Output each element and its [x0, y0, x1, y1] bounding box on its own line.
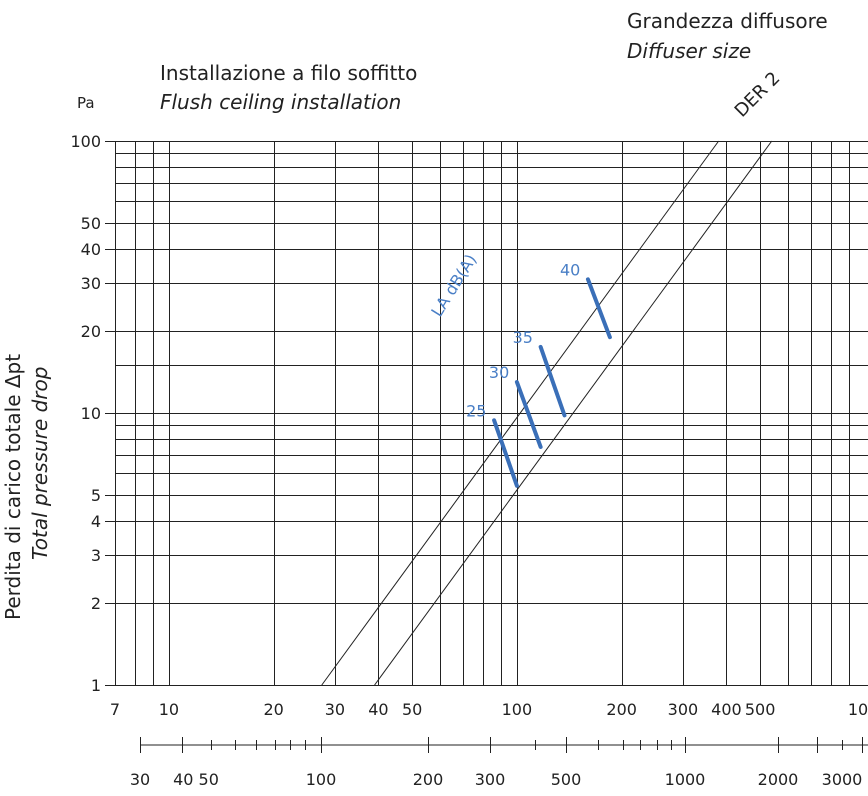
horizontal-gridlines: [105, 141, 868, 686]
y-tick-label: 4: [91, 512, 101, 531]
x-tick-label: 300: [668, 700, 699, 719]
y-tick-label: 50: [81, 214, 101, 233]
series-line-2: [374, 140, 773, 686]
y-tick-label: 3: [91, 546, 101, 565]
x-tick-label: 50: [402, 700, 422, 719]
y-tick-label: 2: [91, 594, 101, 613]
y-tick-label: 20: [81, 322, 101, 341]
secondary-axis-label: 1000: [665, 770, 706, 789]
size-label-italian: Grandezza diffusore: [627, 9, 828, 33]
y-axis-label-italian: Perdita di carico totale Δpt: [1, 354, 25, 620]
title-english: Flush ceiling installation: [160, 90, 401, 114]
x-tick-label: 10: [159, 700, 179, 719]
noise-line-30: [514, 380, 543, 449]
secondary-axis-label: 100: [306, 770, 337, 789]
secondary-axis-label: 300: [475, 770, 506, 789]
noise-line-40: [585, 277, 612, 340]
y-tick-label: 10: [81, 404, 101, 423]
x-tick-label: 7: [110, 700, 120, 719]
secondary-axis-label: 200: [413, 770, 444, 789]
series-label-der2: DER 2: [731, 68, 785, 122]
noise-axis-label: LA dB(A): [427, 251, 480, 320]
x-tick-label: 20: [263, 700, 283, 719]
series-lines: [321, 140, 773, 686]
secondary-axis-label: 3000: [822, 770, 863, 789]
secondary-axis-label: 40 50: [173, 770, 219, 789]
x-tick-label: 100: [502, 700, 533, 719]
y-unit-label: Pa: [77, 94, 95, 112]
x-tick-label: 30: [325, 700, 345, 719]
series-line-1: [321, 140, 720, 686]
noise-label-40: 40: [560, 260, 580, 279]
secondary-axis-label: 30: [130, 770, 150, 789]
x-tick-label: 40: [368, 700, 388, 719]
y-tick-label: 100: [70, 132, 101, 151]
y-tick-label: 5: [91, 486, 101, 505]
y-tick-label: 40: [81, 240, 101, 259]
noise-label-30: 30: [489, 363, 509, 382]
x-tick-labels: 7 10 20 30 40 50 100 200 300 400 500 10: [110, 700, 868, 719]
noise-label-35: 35: [513, 328, 533, 347]
y-tick-label: 1: [91, 676, 101, 695]
noise-label-25: 25: [466, 401, 486, 420]
x-tick-label: 10: [848, 700, 868, 719]
secondary-axis-label: 2000: [758, 770, 799, 789]
y-tick-label: 30: [81, 274, 101, 293]
noise-line-25: [492, 418, 519, 488]
x-tick-label: 200: [606, 700, 637, 719]
size-label-english: Diffuser size: [627, 39, 751, 63]
y-axis-label-english: Total pressure drop: [28, 367, 52, 560]
title-italian: Installazione a filo soffitto: [160, 61, 417, 85]
noise-line-35: [538, 344, 567, 418]
x-tick-label: 400: [711, 700, 742, 719]
y-tick-labels: 1 2 3 4 5 10 20 30 40 50 100: [70, 132, 101, 695]
secondary-x-axis: 30 40 50 100 200 300 500 1000 2000 3000: [130, 737, 868, 789]
secondary-axis-label: 500: [551, 770, 582, 789]
x-tick-label: 500: [745, 700, 776, 719]
